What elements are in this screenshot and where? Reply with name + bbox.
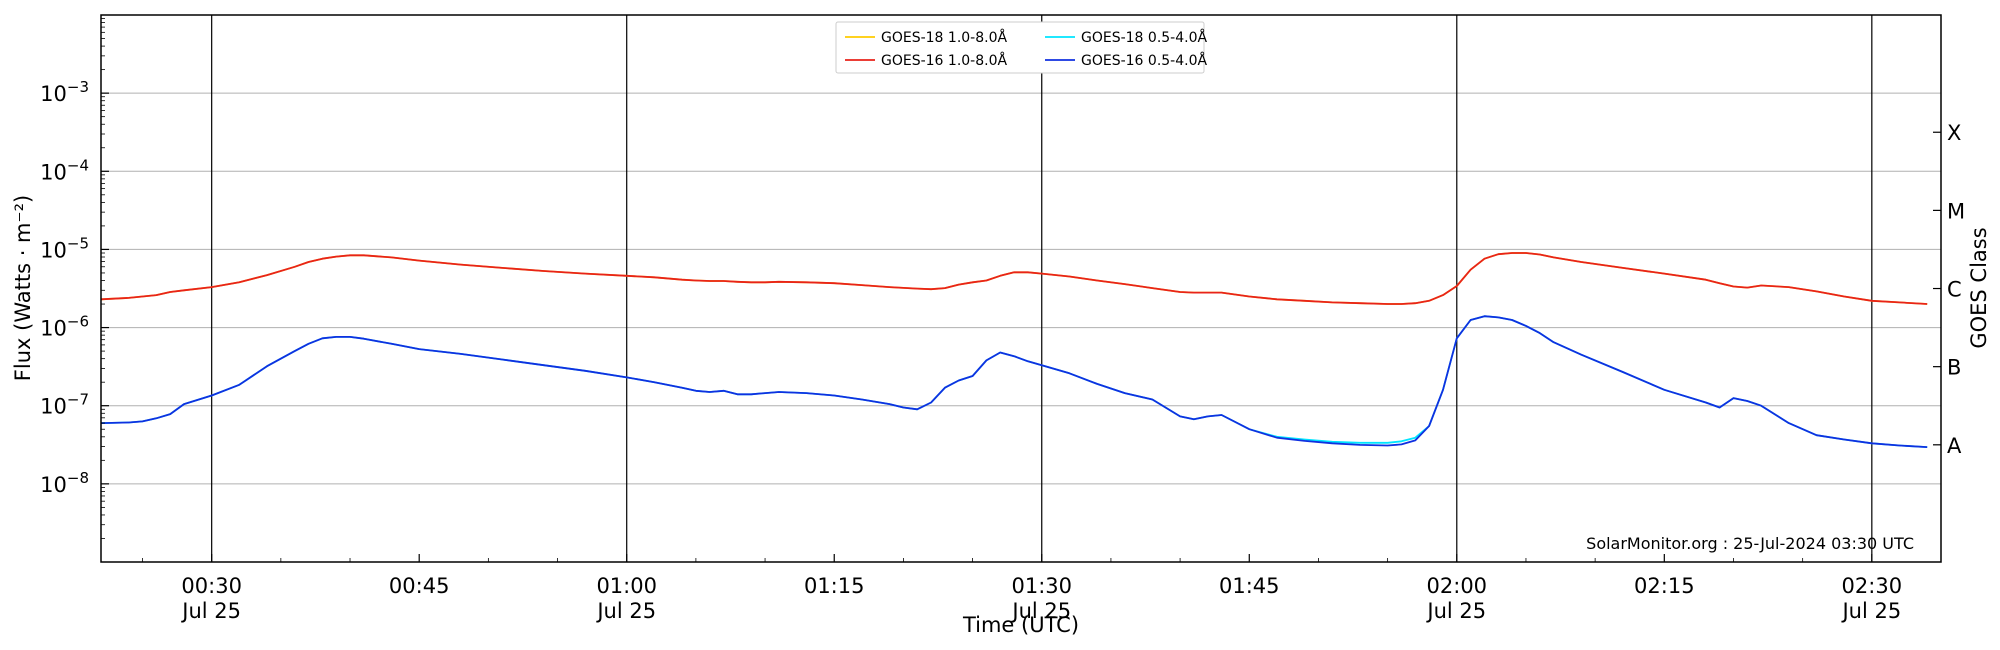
y-tick-label: 10−8 xyxy=(40,469,89,497)
goes-class-label: B xyxy=(1947,356,1961,380)
x-tick-date-label: Jul 25 xyxy=(1840,599,1901,623)
legend-label: GOES-18 0.5-4.0Å xyxy=(1081,29,1207,46)
x-tick-time-label: 02:30 xyxy=(1842,574,1903,598)
goes-class-label: M xyxy=(1947,199,1965,223)
y-tick-label: 10−4 xyxy=(40,156,89,184)
y-tick-label: 10−3 xyxy=(40,78,89,106)
x-tick-time-label: 01:30 xyxy=(1011,574,1072,598)
series-line-goes-16-0-5-4-0 xyxy=(100,315,1928,448)
x-tick-date-label: Jul 25 xyxy=(1010,599,1071,623)
legend-label: GOES-16 1.0-8.0Å xyxy=(881,52,1007,69)
x-tick-time-label: 01:45 xyxy=(1219,574,1280,598)
y-tick-label: 10−6 xyxy=(40,313,89,341)
y-tick-label: 10−5 xyxy=(40,234,89,262)
goes-class-label: X xyxy=(1947,121,1961,145)
plot-frame xyxy=(100,14,1942,563)
x-tick-time-label: 01:15 xyxy=(804,574,865,598)
x-tick-date-label: Jul 25 xyxy=(595,599,656,623)
y-axis: 10−8 10−7 10−6 10−5 10−4 10−3 xyxy=(40,18,109,539)
goes-class-label: C xyxy=(1947,278,1962,302)
goes-class-axis: A B C M X xyxy=(1933,121,1965,458)
goes-class-label: A xyxy=(1947,434,1962,458)
x-tick-time-label: 00:30 xyxy=(181,574,242,598)
x-tick-date-label: Jul 25 xyxy=(1425,599,1486,623)
x-tick-date-label: Jul 25 xyxy=(180,599,241,623)
legend: GOES-18 1.0-8.0Å GOES-16 1.0-8.0Å GOES-18 … xyxy=(835,21,1207,74)
x-tick-time-label: 01:00 xyxy=(596,574,657,598)
y-tick-label: 10−7 xyxy=(40,391,89,419)
legend-label: GOES-18 1.0-8.0Å xyxy=(881,29,1007,46)
day-marker-lines xyxy=(211,15,1873,562)
x-tick-time-label: 02:15 xyxy=(1634,574,1695,598)
x-tick-time-label: 00:45 xyxy=(389,574,450,598)
grid-lines xyxy=(101,92,1941,485)
legend-label: GOES-16 0.5-4.0Å xyxy=(1081,52,1207,69)
y-axis-title: Flux (Watts · m⁻²) xyxy=(11,195,35,381)
y2-axis-title: GOES Class xyxy=(1967,227,1991,348)
x-tick-time-label: 02:00 xyxy=(1427,574,1488,598)
credit-text: SolarMonitor.org : 25-Jul-2024 03:30 UTC xyxy=(1586,534,1914,553)
legend-box xyxy=(835,21,1205,74)
series-lines xyxy=(100,252,1928,448)
series-line-goes-18-1-0-8-0 xyxy=(100,252,1928,305)
series-line-goes-18-0-5-4-0 xyxy=(100,315,1928,448)
series-line-goes-16-1-0-8-0 xyxy=(100,252,1928,305)
x-axis-title: Time (UTC) xyxy=(962,613,1079,637)
